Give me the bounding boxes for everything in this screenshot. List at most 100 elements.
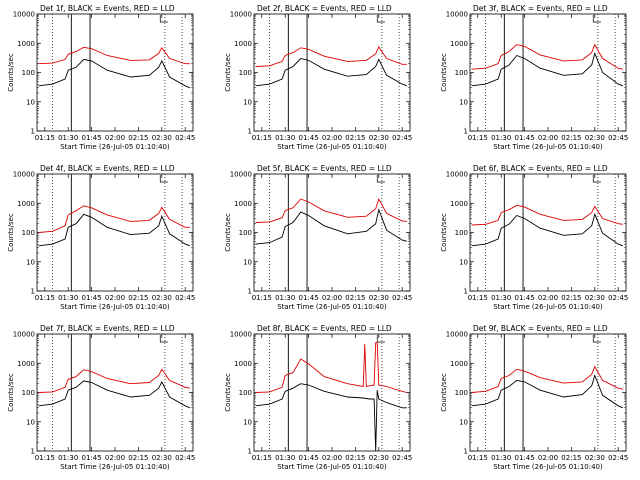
x-tick-label: 01:30: [58, 134, 78, 142]
x-tick-label: 02:00: [105, 454, 125, 462]
plot-frame: [253, 13, 411, 132]
series-line-events: [471, 212, 624, 247]
series-line-lld: [255, 341, 408, 393]
y-axis-label: Counts/sec: [7, 213, 15, 252]
corner-mark: [376, 335, 386, 343]
x-tick-label: 01:15: [252, 134, 272, 142]
x-tick-label: 01:30: [491, 294, 511, 302]
x-tick-label: 01:45: [515, 454, 535, 462]
x-tick-label: 01:45: [82, 134, 102, 142]
y-tick-label: 10: [459, 258, 468, 266]
series-line-lld: [38, 368, 190, 393]
x-tick-label: 01:15: [468, 294, 488, 302]
x-tick-label: 01:15: [252, 454, 272, 462]
y-tick-label: 10: [459, 418, 468, 426]
y-tick-label: 1: [248, 128, 252, 136]
x-tick-label: 02:00: [322, 134, 342, 142]
x-tick-label: 01:45: [299, 454, 319, 462]
series-line-events: [38, 213, 191, 247]
y-tick-label: 1: [248, 448, 252, 456]
corner-mark: [592, 175, 602, 183]
corner-mark: [159, 175, 169, 183]
plot-frame: [253, 173, 411, 292]
y-tick-label: 100: [455, 69, 468, 77]
y-tick-label: 1000: [17, 360, 35, 368]
x-tick-label: 02:00: [105, 294, 125, 302]
x-tick-label: 01:30: [491, 454, 511, 462]
x-tick-label: 01:30: [275, 294, 295, 302]
x-tick-label: 02:00: [538, 134, 558, 142]
x-axis-label: Start Time (26-Jul-05 01:10:40): [493, 143, 603, 151]
x-tick-label: 01:15: [35, 454, 55, 462]
x-tick-label: 02:45: [392, 454, 412, 462]
panel-title: Det 9f, BLACK = Events, RED = LLD: [473, 324, 608, 333]
y-tick-label: 10000: [13, 11, 35, 19]
panel-title: Det 4f, BLACK = Events, RED = LLD: [40, 164, 175, 173]
y-tick-label: 10: [26, 418, 35, 426]
detector-panel-6: Det 6f, BLACK = Events, RED = LLD 1 10 100 1…: [440, 164, 628, 311]
x-axis-label: Start Time (26-Jul-05 01:10:40): [277, 143, 387, 151]
x-tick-label: 01:45: [82, 294, 102, 302]
x-axis-label: Start Time (26-Jul-05 01:10:40): [60, 463, 170, 471]
x-tick-label: 02:15: [561, 454, 581, 462]
panel-title: Det 3f, BLACK = Events, RED = LLD: [473, 4, 608, 13]
y-tick-label: 1000: [234, 40, 252, 48]
series-line-events: [255, 383, 407, 452]
x-tick-label: 02:00: [322, 294, 342, 302]
y-axis-label: Counts/sec: [224, 53, 232, 92]
y-tick-label: 1000: [450, 360, 468, 368]
x-tick-label: 01:15: [468, 134, 488, 142]
x-tick-label: 01:15: [252, 294, 272, 302]
series-line-events: [471, 374, 624, 409]
panel-title: Det 8f, BLACK = Events, RED = LLD: [257, 324, 392, 333]
y-tick-label: 100: [455, 389, 468, 397]
x-tick-label: 02:30: [585, 134, 605, 142]
y-tick-label: 10: [243, 418, 252, 426]
x-tick-label: 02:45: [608, 454, 628, 462]
series-line-lld: [471, 204, 623, 226]
x-tick-label: 01:30: [58, 454, 78, 462]
y-tick-label: 1000: [17, 40, 35, 48]
x-tick-label: 01:45: [515, 134, 535, 142]
y-axis-label: Counts/sec: [7, 53, 15, 92]
y-tick-label: 1: [464, 128, 468, 136]
x-tick-label: 02:00: [322, 454, 342, 462]
y-tick-label: 1000: [234, 200, 252, 208]
x-tick-label: 01:45: [299, 134, 319, 142]
x-tick-label: 01:15: [35, 294, 55, 302]
x-tick-label: 02:30: [585, 454, 605, 462]
panel-title: Det 7f, BLACK = Events, RED = LLD: [40, 324, 175, 333]
x-tick-label: 02:15: [128, 454, 148, 462]
y-tick-label: 100: [239, 389, 252, 397]
x-tick-label: 01:45: [299, 294, 319, 302]
y-tick-label: 10000: [230, 11, 252, 19]
x-tick-label: 02:45: [175, 294, 195, 302]
series-line-lld: [255, 197, 407, 223]
x-tick-label: 02:45: [175, 454, 195, 462]
y-tick-label: 100: [22, 389, 35, 397]
series-line-lld: [471, 365, 623, 393]
series-line-events: [471, 51, 624, 87]
x-axis-label: Start Time (26-Jul-05 01:10:40): [493, 463, 603, 471]
detector-panel-9: Det 9f, BLACK = Events, RED = LLD 1 10 100 1…: [440, 324, 628, 471]
y-tick-label: 10: [459, 98, 468, 106]
x-tick-label: 02:15: [345, 134, 365, 142]
y-tick-label: 10000: [446, 11, 468, 19]
y-axis-label: Counts/sec: [440, 53, 448, 92]
corner-mark: [376, 15, 386, 23]
x-tick-label: 02:45: [608, 134, 628, 142]
detector-panel-5: Det 5f, BLACK = Events, RED = LLD 1 10 100 1…: [224, 164, 412, 311]
x-tick-label: 01:30: [275, 134, 295, 142]
x-tick-label: 02:45: [175, 134, 195, 142]
detector-panel-1: Det 1f, BLACK = Events, RED = LLD 1 10 100 1…: [7, 4, 195, 151]
x-tick-label: 02:00: [105, 134, 125, 142]
detector-panel-8: Det 8f, BLACK = Events, RED = LLD 1 10 100 1…: [224, 324, 412, 471]
x-tick-label: 02:30: [152, 134, 172, 142]
x-tick-label: 01:30: [58, 294, 78, 302]
y-axis-label: Counts/sec: [224, 213, 232, 252]
x-tick-label: 02:30: [152, 294, 172, 302]
plot-frame: [36, 173, 194, 292]
y-tick-label: 1: [464, 448, 468, 456]
series-line-lld: [255, 45, 407, 67]
y-tick-label: 1000: [17, 200, 35, 208]
